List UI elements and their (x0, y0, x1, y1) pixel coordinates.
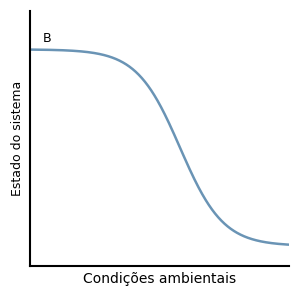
X-axis label: Condições ambientais: Condições ambientais (83, 272, 236, 286)
Text: B: B (43, 31, 51, 45)
Y-axis label: Estado do sistema: Estado do sistema (11, 81, 24, 196)
